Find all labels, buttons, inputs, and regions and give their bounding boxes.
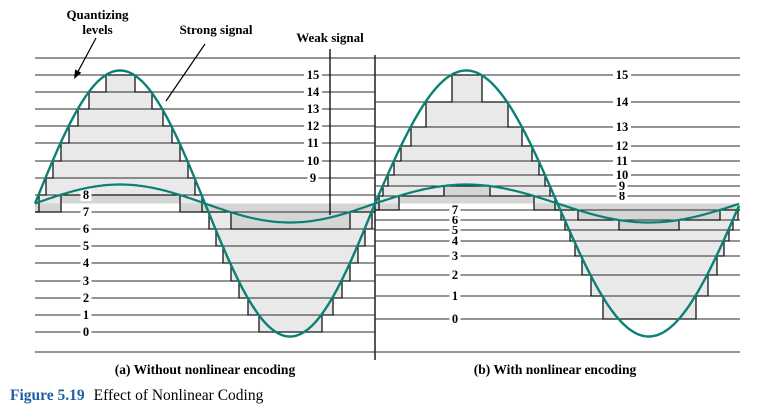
level-label-backing: [80, 223, 92, 235]
level-label-backing: [80, 309, 92, 321]
level-label: 8: [619, 189, 625, 203]
level-label-backing: [80, 275, 92, 287]
level-label: 11: [616, 154, 628, 168]
quantizing-levels-label: Quantizing levels: [40, 7, 155, 37]
level-label-backing: [613, 140, 631, 152]
level-label: 9: [310, 171, 316, 185]
level-label-backing: [616, 180, 628, 192]
level-label: 1: [452, 289, 458, 303]
level-label: 2: [452, 268, 458, 282]
quantizing-levels-line2: levels: [82, 21, 113, 37]
panel-b-caption: (b) With nonlinear encoding: [473, 362, 637, 377]
level-label-backing: [449, 250, 461, 262]
level-label-backing: [613, 121, 631, 133]
level-label-backing: [613, 69, 631, 81]
level-label: 8: [83, 188, 89, 202]
level-label-backing: [449, 214, 461, 226]
level-label: 15: [616, 68, 629, 82]
level-label: 3: [83, 274, 89, 288]
level-label: 14: [616, 95, 629, 109]
level-label: 1: [83, 308, 89, 322]
level-label-backing: [304, 155, 322, 167]
signal-curves: [33, 69, 741, 338]
level-label-backing: [449, 290, 461, 302]
level-label: 7: [452, 203, 458, 217]
quantizing-levels-line1: Quantizing: [66, 7, 129, 22]
level-label: 4: [452, 234, 459, 248]
level-label-backing: [80, 240, 92, 252]
quantizing-arrow-head: [74, 69, 82, 79]
strong-staircase: [375, 74, 740, 320]
level-label: 3: [452, 249, 458, 263]
level-label: 15: [307, 68, 320, 82]
figure-caption-title: Effect of Nonlinear Coding: [93, 387, 264, 404]
staircase-fills: [35, 75, 740, 332]
level-label-backing: [613, 169, 631, 181]
level-label-backing: [616, 190, 628, 202]
level-label-backing: [304, 86, 322, 98]
annotation-pointers: [74, 37, 331, 215]
level-label: 0: [452, 312, 458, 326]
level-label: 0: [83, 325, 89, 339]
level-label: 6: [452, 213, 458, 227]
level-label-backing: [613, 155, 631, 167]
level-label: 10: [307, 154, 320, 168]
strong-staircase-fill: [375, 75, 740, 319]
level-label-backing: [613, 96, 631, 108]
staircase-outlines: [35, 74, 740, 333]
weak-staircase-fill: [375, 186, 740, 230]
level-label-backing: [80, 189, 92, 201]
level-label-backing: [449, 313, 461, 325]
figure-caption: Figure 5.19 Effect of Nonlinear Coding: [10, 387, 263, 405]
level-label-backing: [304, 103, 322, 115]
level-label-backing: [449, 269, 461, 281]
strong-staircase: [35, 74, 375, 333]
level-label-backing: [304, 69, 322, 81]
level-label: 5: [452, 223, 458, 237]
level-label: 13: [616, 120, 629, 134]
weak-signal-curve: [374, 183, 740, 224]
level-label: 14: [307, 85, 320, 99]
level-label: 13: [307, 102, 320, 116]
level-label: 9: [619, 179, 625, 193]
level-label: 7: [83, 205, 89, 219]
weak-staircase: [375, 185, 740, 231]
figure-caption-label: Figure 5.19: [10, 387, 85, 404]
level-label: 4: [83, 256, 90, 270]
level-label: 10: [616, 168, 629, 182]
level-label: 6: [83, 222, 89, 236]
level-label: 11: [307, 136, 319, 150]
level-label: 2: [83, 291, 89, 305]
weak-signal-curve: [34, 183, 376, 224]
strong-signal-pointer: [165, 43, 206, 102]
level-label-backing: [307, 172, 319, 184]
level-label-backing: [80, 292, 92, 304]
quantizing-arrow-line: [77, 37, 97, 72]
level-label-backing: [80, 326, 92, 338]
weak-signal-label: Weak signal: [296, 30, 364, 45]
level-label: 5: [83, 239, 89, 253]
level-label: 12: [616, 139, 629, 153]
level-label-backing: [449, 224, 461, 236]
level-label-backing: [80, 206, 92, 218]
level-label: 12: [307, 119, 320, 133]
level-label-backing: [304, 137, 322, 149]
weak-staircase: [35, 194, 375, 230]
level-label-backing: [80, 257, 92, 269]
level-label-backing: [449, 235, 461, 247]
level-label-backing: [449, 204, 461, 216]
level-label-backing: [304, 120, 322, 132]
strong-signal-label: Strong signal: [179, 22, 253, 37]
panel-a-caption: (a) Without nonlinear encoding: [114, 362, 296, 377]
